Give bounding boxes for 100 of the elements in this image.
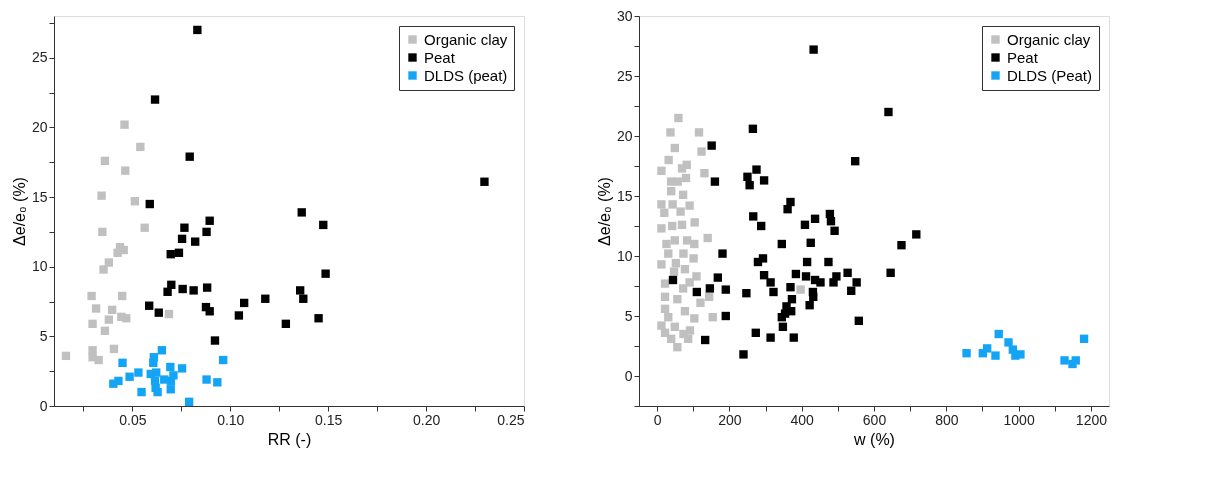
- point: [177, 234, 187, 244]
- point: [679, 249, 688, 258]
- point: [239, 298, 249, 308]
- legend-label: Organic clay: [424, 30, 508, 48]
- point: [87, 291, 96, 301]
- point: [180, 223, 189, 232]
- point: [677, 164, 687, 173]
- x-tick-label: 400: [790, 411, 815, 428]
- x-tick-label: 1000: [1003, 411, 1035, 428]
- point: [97, 191, 106, 200]
- point: [299, 294, 308, 303]
- point: [163, 287, 172, 296]
- point: [678, 190, 688, 199]
- point: [480, 177, 489, 186]
- point: [696, 298, 705, 307]
- point: [185, 152, 194, 161]
- point: [153, 387, 162, 397]
- point: [677, 220, 687, 229]
- point: [670, 322, 679, 331]
- point: [166, 385, 175, 394]
- y-tick-label: 20: [31, 118, 48, 135]
- point: [682, 236, 692, 245]
- point: [117, 291, 127, 301]
- point: [690, 314, 699, 323]
- point: [685, 201, 694, 210]
- point: [164, 309, 174, 319]
- point: [100, 156, 110, 166]
- point: [673, 343, 682, 352]
- point: [145, 199, 154, 209]
- point: [1016, 350, 1025, 359]
- point: [152, 368, 161, 377]
- point: [664, 313, 673, 322]
- point: [174, 248, 184, 257]
- point: [149, 353, 159, 362]
- x-tick-label: 0.10: [217, 411, 245, 428]
- point: [109, 344, 119, 354]
- point: [666, 334, 676, 343]
- y-tick-label: 15: [616, 187, 633, 204]
- point: [690, 239, 699, 249]
- point: [297, 208, 306, 217]
- y-axis-title: Δe/e₀ (%): [595, 177, 613, 246]
- point: [202, 375, 211, 384]
- point: [669, 267, 679, 276]
- point: [991, 351, 1000, 360]
- point: [673, 177, 682, 186]
- point: [202, 227, 211, 237]
- point: [982, 344, 992, 353]
- point: [177, 364, 187, 373]
- point: [657, 200, 666, 209]
- point: [118, 358, 127, 368]
- y-tick-label: 30: [616, 7, 633, 24]
- point: [205, 307, 214, 316]
- point: [704, 292, 714, 301]
- point: [670, 143, 679, 153]
- point: [140, 223, 149, 232]
- point: [321, 269, 330, 278]
- point: [202, 283, 212, 292]
- point: [962, 349, 971, 358]
- point: [120, 120, 129, 129]
- point: [668, 200, 677, 209]
- legend-label: DLDS (Peat): [1007, 66, 1093, 84]
- point: [660, 304, 670, 313]
- legend-label: Peat: [424, 48, 456, 66]
- x-axis-title: RR (-): [267, 430, 312, 448]
- point: [91, 304, 101, 313]
- y-tick-label: 10: [31, 258, 48, 275]
- legend-label: Peat: [1007, 48, 1039, 66]
- point: [657, 321, 666, 330]
- point: [98, 227, 107, 237]
- point: [666, 187, 676, 196]
- point: [657, 166, 666, 175]
- point: [657, 260, 666, 269]
- point: [662, 239, 671, 249]
- y-tick-label: 25: [616, 67, 633, 84]
- point: [169, 371, 178, 380]
- point: [281, 319, 291, 329]
- point: [694, 128, 704, 137]
- point: [234, 311, 244, 320]
- point: [219, 355, 228, 365]
- point: [678, 284, 688, 293]
- x-tick-label: 0: [653, 411, 662, 428]
- x-axis-title: w (%): [853, 430, 895, 448]
- point: [94, 355, 103, 365]
- point: [700, 169, 709, 178]
- x-tick-label: 0.25: [497, 411, 525, 428]
- point: [666, 128, 675, 137]
- x-tick-label: 0.05: [119, 411, 147, 428]
- point: [261, 294, 270, 303]
- point: [137, 387, 146, 397]
- point: [796, 285, 805, 294]
- x-tick-label: 0.20: [412, 411, 441, 428]
- point: [114, 376, 123, 386]
- x-tick-label: 0.15: [315, 411, 343, 428]
- y-tick-label: 15: [31, 188, 48, 205]
- legend-label: Organic clay: [1007, 30, 1091, 48]
- y-axis-title: Δe/e₀ (%): [10, 177, 28, 246]
- point: [88, 319, 97, 329]
- point: [121, 166, 130, 175]
- point: [100, 326, 110, 335]
- point: [680, 265, 690, 274]
